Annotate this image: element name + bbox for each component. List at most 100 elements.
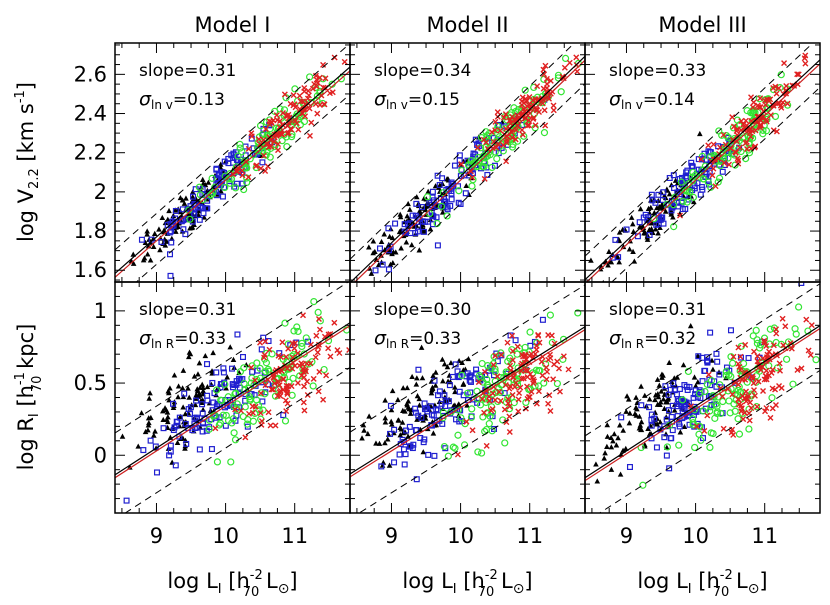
data-point — [539, 100, 546, 107]
data-point — [488, 163, 496, 172]
data-point — [199, 401, 206, 408]
data-point — [462, 366, 469, 372]
data-point — [657, 399, 664, 405]
sigma-annotation: σln R=0.33 — [374, 327, 461, 351]
data-point — [387, 402, 394, 409]
data-point — [730, 353, 737, 360]
data-point — [296, 106, 303, 113]
data-point — [633, 394, 639, 400]
data-point — [734, 155, 741, 162]
data-point — [402, 451, 409, 458]
data-point — [389, 387, 396, 394]
data-point — [147, 390, 153, 396]
data-point — [629, 221, 636, 227]
data-point — [758, 122, 765, 129]
data-point — [638, 426, 645, 433]
data-point — [692, 383, 699, 389]
data-point — [490, 361, 497, 368]
data-point — [201, 214, 208, 220]
data-point — [683, 198, 691, 206]
data-point — [657, 419, 664, 425]
data-point — [248, 364, 255, 371]
data-point — [519, 131, 526, 138]
best-fit-line — [350, 326, 585, 475]
data-point — [465, 355, 472, 362]
data-point — [406, 423, 413, 430]
data-point — [230, 429, 238, 437]
data-point — [483, 139, 490, 146]
data-point — [740, 121, 747, 128]
data-point — [462, 190, 469, 197]
best-fit-line — [115, 66, 350, 274]
data-point — [665, 407, 672, 414]
data-point — [524, 122, 531, 129]
data-point — [681, 398, 688, 405]
data-point — [202, 352, 209, 359]
data-point — [781, 60, 788, 67]
data-point — [689, 419, 697, 427]
data-point — [196, 390, 203, 397]
data-point — [604, 443, 610, 449]
data-point — [232, 167, 240, 175]
data-point — [280, 376, 287, 383]
data-point — [234, 152, 242, 160]
data-point — [634, 406, 640, 412]
data-point — [483, 442, 490, 449]
data-point — [506, 403, 513, 410]
data-point — [618, 414, 625, 421]
data-point — [164, 418, 171, 425]
data-point — [398, 245, 404, 251]
data-point — [526, 394, 533, 400]
data-point — [545, 331, 552, 338]
data-point — [753, 336, 761, 344]
data-point — [636, 413, 643, 419]
data-point — [412, 409, 419, 416]
data-point — [539, 316, 546, 323]
data-point — [172, 462, 179, 469]
data-point — [196, 216, 203, 223]
data-point — [150, 243, 157, 250]
data-point — [791, 82, 798, 89]
data-point — [464, 402, 470, 408]
data-point — [457, 201, 464, 208]
data-point — [699, 186, 706, 193]
data-point — [732, 148, 739, 155]
data-point — [315, 315, 322, 322]
data-point — [726, 161, 732, 168]
data-point — [456, 388, 463, 395]
data-point — [232, 417, 239, 424]
y-tick-label: 1 — [94, 299, 107, 323]
data-point — [666, 359, 673, 365]
data-point — [763, 405, 770, 412]
data-point — [808, 322, 815, 329]
lower-dashed-bound — [598, 369, 820, 513]
data-point — [775, 85, 782, 92]
data-point — [144, 251, 151, 257]
data-point — [496, 388, 505, 396]
data-point — [795, 71, 802, 78]
data-point — [268, 143, 275, 150]
data-point — [455, 187, 463, 195]
data-point — [617, 471, 624, 477]
data-point — [218, 396, 226, 405]
data-point — [719, 393, 726, 400]
slope-annotation: slope=0.33 — [609, 61, 706, 81]
data-point — [466, 374, 473, 381]
data-point — [741, 409, 748, 416]
data-point — [421, 400, 428, 407]
data-point — [514, 343, 521, 350]
data-point — [186, 349, 193, 355]
sigma-annotation: σln R=0.33 — [139, 327, 226, 351]
data-point — [490, 138, 497, 145]
data-point — [557, 88, 565, 96]
x-tick-label: 9 — [620, 524, 633, 548]
data-point — [147, 437, 154, 444]
data-point — [726, 409, 734, 417]
data-point — [497, 397, 504, 404]
data-point — [479, 162, 487, 171]
data-point — [399, 419, 406, 425]
lower-dashed-bound — [135, 93, 350, 282]
panel-data — [350, 284, 585, 513]
data-point — [400, 385, 406, 391]
